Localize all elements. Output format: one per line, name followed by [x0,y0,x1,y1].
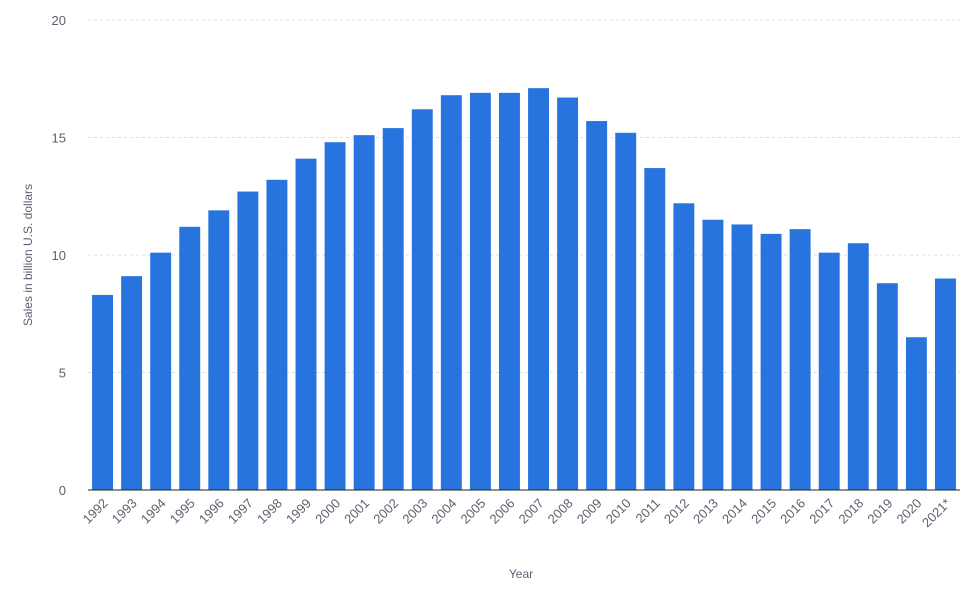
bar [847,243,869,490]
x-tick-label: 1998 [254,496,285,527]
x-tick-label: 2017 [806,496,837,527]
x-tick-label: 2020 [893,496,924,527]
bar [673,203,695,491]
y-tick-label: 0 [59,483,66,498]
x-tick-label: 2004 [428,496,459,527]
y-tick-label: 15 [52,131,66,146]
x-tick-label: 2019 [864,496,895,527]
x-tick-label: 2015 [748,496,779,527]
x-tick-label: 1994 [138,496,169,527]
x-tick-label: 2011 [633,496,663,526]
x-tick-label: 2006 [487,496,518,527]
x-tick-label: 1999 [283,496,314,527]
bar [905,337,927,490]
bar [121,276,143,490]
x-tick-label: 2018 [835,496,866,527]
x-tick-label: 2000 [312,496,343,527]
bar [440,95,462,490]
x-tick-label: 1992 [80,496,111,527]
x-tick-label: 1995 [167,496,198,527]
bar [469,92,491,490]
bar [702,219,724,490]
x-tick-label: 2002 [370,496,401,527]
y-axis-label: Sales in billion U.S. dollars [21,184,35,326]
bar [528,88,549,491]
x-tick-label: 2014 [719,496,750,527]
bar [179,226,201,491]
bar [150,252,172,490]
bar [208,210,230,490]
x-tick-label: 2007 [516,496,547,527]
bar [324,142,346,490]
bar [499,92,520,490]
y-tick-label: 5 [59,366,66,381]
bar [876,283,898,490]
bar [411,109,433,491]
bar [818,252,840,490]
bar [382,128,404,490]
y-tick-label: 10 [52,248,66,263]
x-tick-label: 2001 [341,496,372,527]
bar [557,97,579,491]
x-axis-label: Year [509,567,533,581]
x-tick-label: 2016 [777,496,808,527]
bar [353,135,375,490]
bar [266,179,288,491]
x-tick-label: 2003 [399,496,430,527]
x-tick-label: 1996 [196,496,227,527]
x-tick-label: 2009 [574,496,605,527]
bar [295,158,317,490]
x-tick-label: 1997 [225,496,256,527]
y-tick-label: 20 [52,13,66,28]
x-tick-label: 2010 [603,496,634,527]
bar [935,278,956,490]
x-tick-label: 2005 [457,496,488,527]
x-tick-label: 1993 [109,496,140,527]
bar [615,132,637,491]
bar [237,191,259,491]
x-tick-label: 2012 [661,496,692,527]
bar [760,233,782,490]
x-tick-label: 2013 [690,496,721,527]
bar [731,224,753,490]
x-tick-label: 2021* [919,496,954,531]
bar [644,168,666,491]
bar [789,229,811,490]
bar [92,294,113,490]
x-tick-label: 2008 [545,496,576,527]
bar [586,121,608,491]
